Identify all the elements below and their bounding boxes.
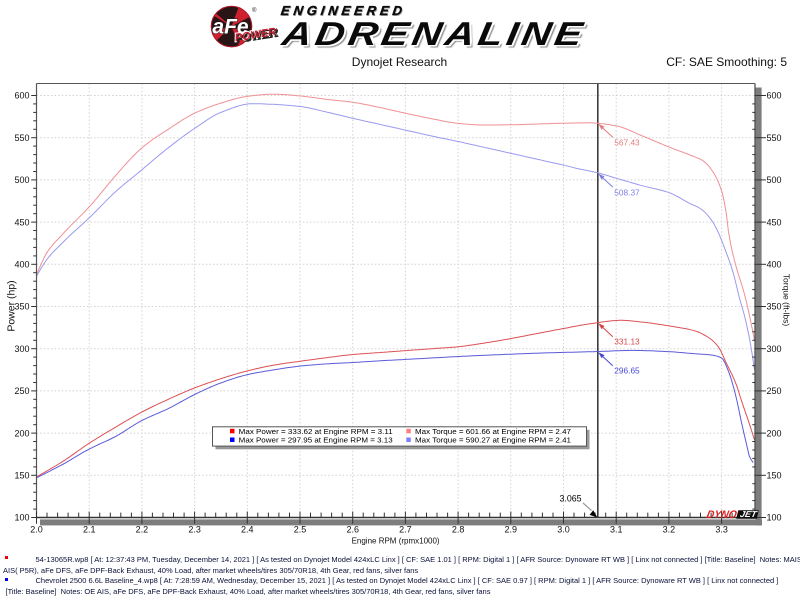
- svg-text:500: 500: [14, 175, 29, 185]
- svg-text:250: 250: [767, 386, 782, 396]
- svg-text:450: 450: [767, 217, 782, 227]
- svg-text:3.1: 3.1: [610, 524, 623, 534]
- svg-text:600: 600: [14, 91, 29, 101]
- svg-text:150: 150: [14, 471, 29, 481]
- svg-text:567.43: 567.43: [614, 138, 640, 148]
- svg-text:100: 100: [767, 513, 782, 523]
- svg-text:Torque (ft-lbs): Torque (ft-lbs): [782, 274, 792, 327]
- svg-text:250: 250: [14, 386, 29, 396]
- svg-text:Engine RPM (rpmx1000): Engine RPM (rpmx1000): [352, 537, 440, 546]
- svg-text:508.37: 508.37: [614, 188, 640, 198]
- svg-text:Max Torque = 601.66 at Engine: Max Torque = 601.66 at Engine RPM = 2.47: [415, 427, 571, 436]
- svg-text:Max Power = 333.62 at Engine R: Max Power = 333.62 at Engine RPM = 3.11: [239, 427, 393, 436]
- svg-text:150: 150: [767, 471, 782, 481]
- svg-text:400: 400: [767, 260, 782, 270]
- svg-text:100: 100: [14, 513, 29, 523]
- svg-text:2.6: 2.6: [346, 524, 359, 534]
- svg-text:Power (hp): Power (hp): [6, 280, 18, 331]
- svg-text:3.3: 3.3: [715, 524, 728, 534]
- svg-text:2.7: 2.7: [399, 524, 412, 534]
- svg-text:JET: JET: [739, 509, 758, 519]
- svg-text:400: 400: [14, 260, 29, 270]
- svg-text:2.4: 2.4: [241, 524, 254, 534]
- svg-text:aFe: aFe: [212, 16, 249, 39]
- svg-text:DYNO: DYNO: [705, 509, 738, 521]
- svg-text:300: 300: [767, 344, 782, 354]
- svg-text:350: 350: [767, 302, 782, 312]
- svg-text:3.065: 3.065: [559, 493, 581, 503]
- svg-text:296.65: 296.65: [614, 365, 640, 375]
- svg-text:550: 550: [14, 133, 29, 143]
- svg-text:3.2: 3.2: [663, 524, 676, 534]
- svg-text:331.13: 331.13: [614, 336, 640, 346]
- svg-text:2.5: 2.5: [294, 524, 307, 534]
- svg-text:®: ®: [252, 7, 257, 14]
- svg-text:2.3: 2.3: [188, 524, 201, 534]
- svg-text:550: 550: [767, 133, 782, 143]
- svg-text:2.0: 2.0: [30, 524, 43, 534]
- svg-text:Max Torque = 590.27 at Engine: Max Torque = 590.27 at Engine RPM = 2.41: [415, 436, 571, 445]
- svg-text:300: 300: [14, 344, 29, 354]
- svg-text:Max Power = 297.95 at Engine R: Max Power = 297.95 at Engine RPM = 3.13: [239, 436, 393, 445]
- svg-text:2.1: 2.1: [83, 524, 96, 534]
- svg-text:200: 200: [767, 428, 782, 438]
- svg-text:200: 200: [14, 428, 29, 438]
- svg-text:600: 600: [767, 91, 782, 101]
- svg-text:3.0: 3.0: [557, 524, 570, 534]
- svg-text:500: 500: [767, 175, 782, 185]
- svg-text:2.2: 2.2: [136, 524, 149, 534]
- svg-text:2.8: 2.8: [452, 524, 465, 534]
- svg-text:350: 350: [14, 302, 29, 312]
- svg-text:2.9: 2.9: [505, 524, 518, 534]
- svg-text:450: 450: [14, 217, 29, 227]
